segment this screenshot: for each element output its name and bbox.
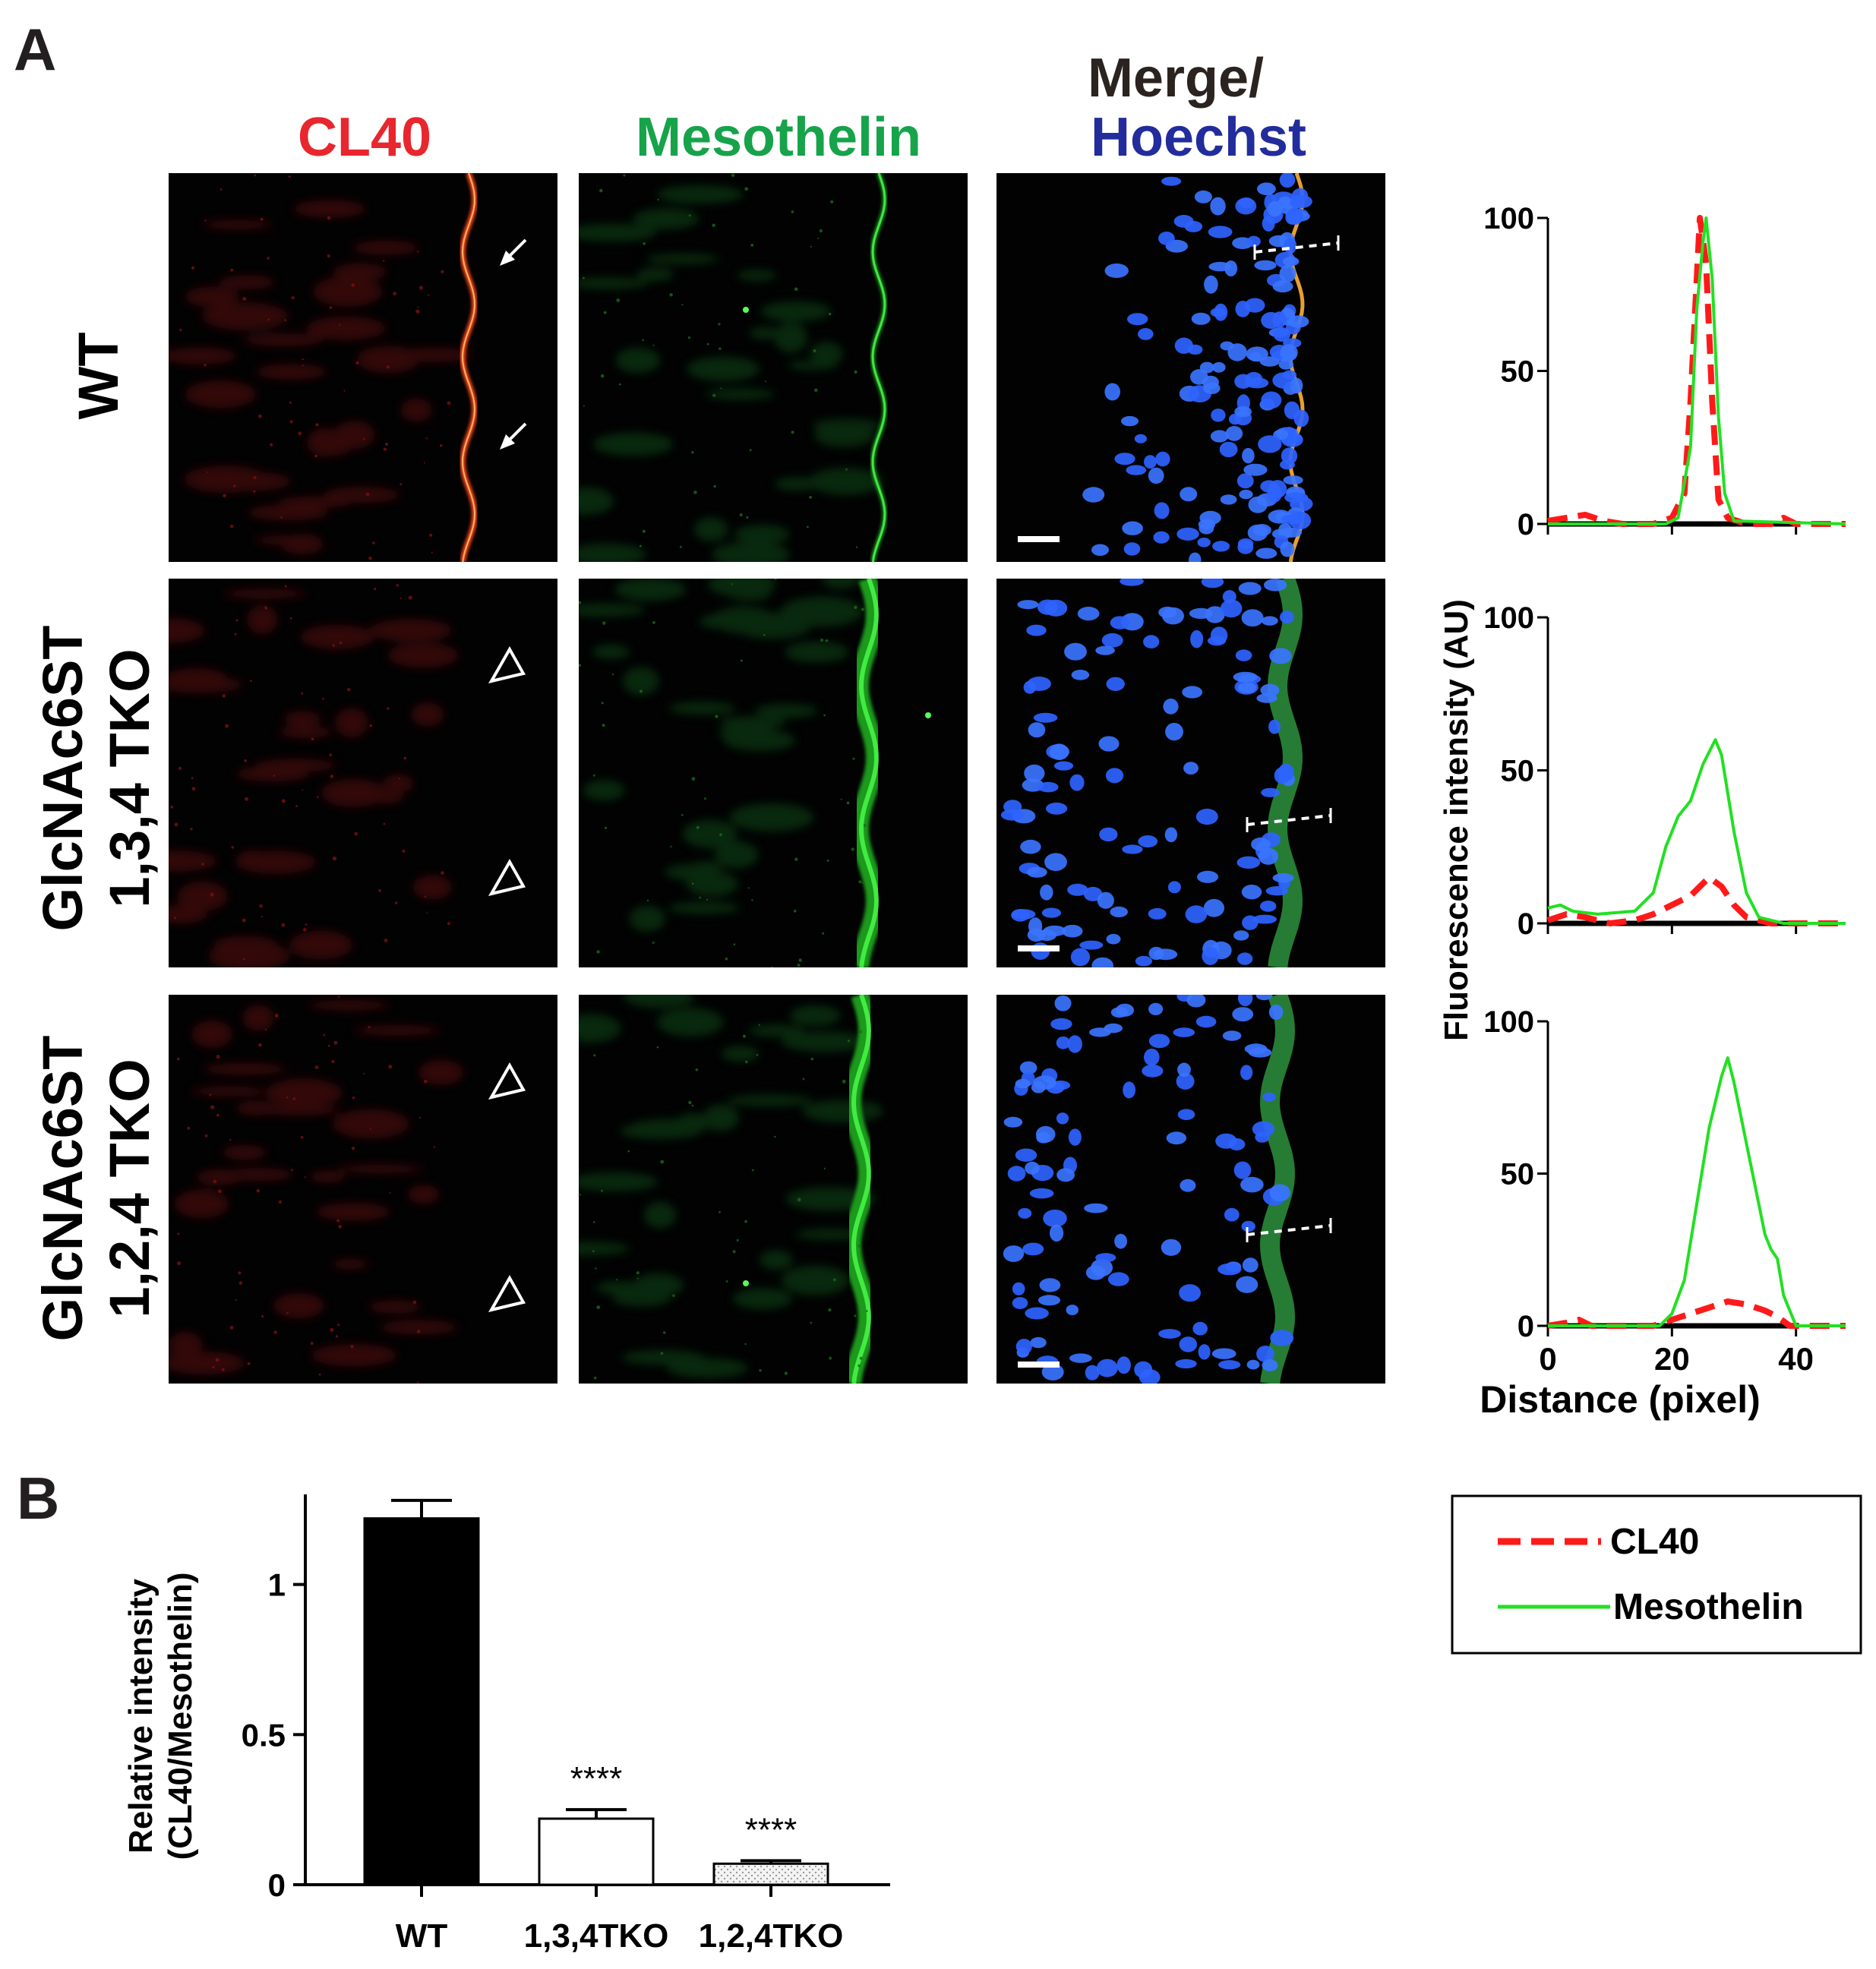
micrograph-background: [579, 579, 968, 967]
legend-label-cl40: CL40: [1610, 1522, 1699, 1562]
scale-bar: [1018, 536, 1060, 542]
open-triangle-marker: [488, 1062, 526, 1100]
open-triangle-marker: [488, 858, 526, 897]
bar-ylabel-group: Relative intensity(CL40/Mesothelin): [122, 1573, 199, 1860]
measurement-line: [1246, 1224, 1331, 1236]
row-label-wt: WT: [67, 332, 130, 419]
micrograph-wt-cl40: [169, 173, 557, 562]
micrograph-134tko-cl40: [169, 579, 557, 967]
measurement-line: [1254, 241, 1339, 254]
row-label-124tko-line1: GlcNAc6ST: [31, 1035, 94, 1341]
row-label-124tko-line2: 1,2,4 TKO: [98, 1059, 161, 1317]
measurement-line: [1246, 814, 1331, 826]
panel-a-label: A: [14, 16, 56, 83]
micrograph-background: [169, 995, 557, 1384]
scale-bar: [1018, 1362, 1060, 1368]
column-header-cl40: CL40: [298, 107, 431, 168]
bar-chart: 0 0.5 1 WT 1,3,4TKO **** 1,2,4TKO ****: [242, 1494, 890, 1955]
intensity-profile-plots: 0 50 100 0 50 100 0 50 100 0 20 40: [1483, 202, 1846, 1377]
series-line-mesothelin: [1548, 216, 1846, 525]
series-line-cl40: [1547, 215, 1846, 527]
row-label-134tko-line1: GlcNAc6ST: [31, 625, 94, 931]
arrow-marker: [500, 238, 527, 266]
y-tick-label: 50: [1501, 1158, 1535, 1191]
micrograph-wt-mesothelin: [579, 173, 968, 562]
legend: CL40 Mesothelin: [1451, 1494, 1862, 1655]
legend-box: [1451, 1494, 1862, 1655]
micrograph-124tko-mesothelin: [579, 995, 968, 1384]
bar-wt: [363, 1517, 480, 1886]
nuclei: [1003, 995, 1294, 1384]
column-header-merge: Merge/: [1088, 48, 1264, 109]
y-tick-label: 100: [1483, 601, 1534, 635]
micrograph-134tko-merge: [996, 579, 1385, 967]
significance-annotation: ****: [570, 1760, 623, 1797]
bar-x-tick-label: 1,3,4TKO: [524, 1917, 669, 1955]
y-tick-label: 0: [1518, 508, 1534, 541]
panel-b-label: B: [17, 1465, 59, 1532]
arrow-marker: [500, 422, 527, 450]
profile-xlabel: Distance (pixel): [1480, 1378, 1761, 1421]
micrograph-grid: [169, 173, 1385, 1384]
column-header-mesothelin: Mesothelin: [636, 107, 921, 168]
nuclei: [1000, 579, 1296, 967]
y-tick-label: 0: [1518, 1310, 1534, 1343]
micrograph-124tko-cl40: [169, 995, 557, 1384]
micrograph-background: [579, 995, 968, 1384]
bar-x-tick-label: WT: [396, 1917, 448, 1955]
bar-x-tick-label: 1,2,4TKO: [699, 1917, 844, 1955]
bar-ylabel: Relative intensity(CL40/Mesothelin): [122, 1573, 199, 1860]
bar-y-tick-label: 0.5: [242, 1717, 286, 1753]
bar-y-tick-label: 0: [268, 1867, 286, 1903]
y-tick-label: 50: [1501, 355, 1535, 389]
x-tick-label: 40: [1778, 1341, 1814, 1377]
open-triangle-marker: [488, 645, 526, 684]
row-label-wt-text: WT: [67, 332, 130, 419]
series-line-cl40: [1547, 1298, 1846, 1329]
x-tick-label: 20: [1654, 1341, 1690, 1377]
row-label-134tko-line2: 1,3,4 TKO: [98, 648, 161, 907]
profile-plot-134tko: 0 50 100: [1483, 601, 1846, 941]
y-tick-label: 100: [1483, 202, 1534, 235]
bar-134tko: [538, 1817, 655, 1886]
scale-bar: [1018, 945, 1060, 951]
bar-ylabel-line: Relative intensity: [122, 1579, 159, 1854]
legend-label-mesothelin: Mesothelin: [1613, 1587, 1804, 1627]
significance-annotation: ****: [745, 1811, 797, 1848]
series-line-cl40: [1546, 874, 1846, 926]
micrograph-wt-merge: [996, 173, 1385, 562]
row-label-124tko: GlcNAc6ST 1,2,4 TKO: [31, 1035, 161, 1341]
row-label-134tko: GlcNAc6ST 1,3,4 TKO: [31, 625, 161, 931]
x-tick-label: 0: [1539, 1341, 1556, 1377]
column-header-hoechst: Hoechst: [1091, 107, 1306, 168]
micrograph-124tko-merge: [996, 995, 1385, 1384]
micrograph-134tko-mesothelin: [579, 579, 968, 967]
y-tick-label: 50: [1501, 755, 1535, 788]
series-line-mesothelin: [1548, 1056, 1846, 1327]
bar-y-tick-label: 1: [268, 1567, 286, 1603]
bar-124tko: [712, 1862, 829, 1886]
profile-ylabel-group: Fluorescence intensity (AU): [1438, 599, 1475, 1041]
profile-ylabel: Fluorescence intensity (AU): [1438, 599, 1475, 1041]
profile-plot-wt: 0 50 100: [1483, 202, 1846, 541]
open-triangle-marker: [488, 1274, 526, 1313]
y-tick-label: 0: [1518, 907, 1534, 941]
nuclei: [1082, 173, 1313, 562]
bar-ylabel-line: (CL40/Mesothelin): [162, 1573, 199, 1860]
profile-plot-124tko: 0 50 100 0 20 40: [1483, 1005, 1846, 1377]
y-tick-label: 100: [1483, 1005, 1534, 1039]
series-line-mesothelin: [1547, 738, 1846, 925]
